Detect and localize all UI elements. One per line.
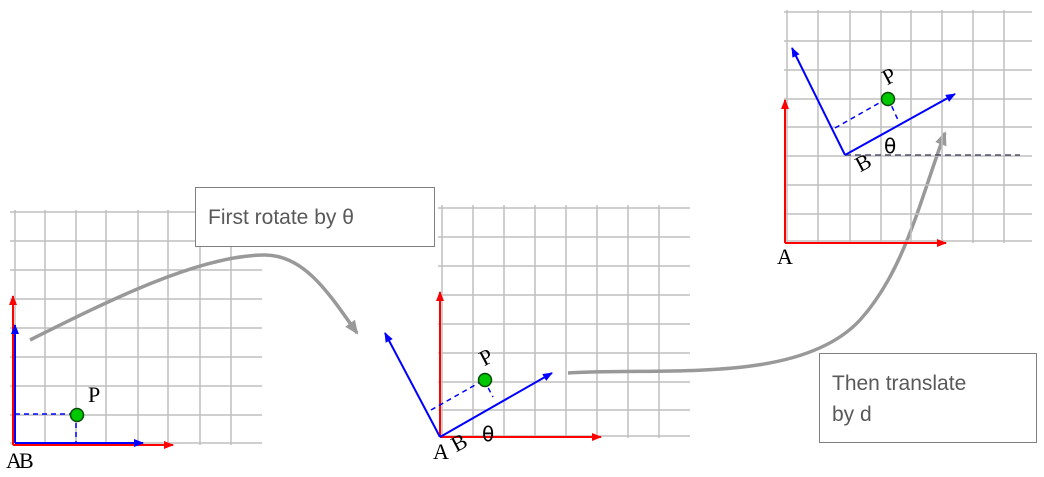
point-p-rotated (477, 372, 493, 388)
panel-translated: P A B θ (777, 10, 1032, 269)
arrow-translate (567, 131, 947, 375)
label-theta-translated: θ (884, 134, 896, 158)
label-p-initial: P (88, 382, 100, 407)
frame-b-axes-translated (791, 47, 956, 156)
callout-translate-line1: Then translate (832, 372, 967, 395)
label-b-translated: B (851, 148, 876, 177)
point-p-initial (69, 407, 85, 423)
label-b-initial: B (19, 448, 34, 473)
frame-a-axes-translated (781, 99, 947, 247)
panel-initial: P A B (6, 210, 262, 473)
callout-translate: Then translate by d (819, 353, 1037, 443)
label-a-translated: A (777, 244, 793, 269)
frame-b-axes-rotated (384, 332, 553, 438)
callout-rotate: First rotate by θ (195, 187, 435, 247)
arrow-rotate (29, 253, 359, 342)
label-a-initial: A (6, 448, 22, 473)
grid-translated (784, 10, 1032, 243)
point-p-translated (880, 91, 896, 107)
callout-translate-line2: by d (832, 403, 872, 426)
frame-a-axes-initial (9, 295, 174, 449)
frame-b-axes-initial (11, 324, 144, 447)
panel-rotated: P A B θ (384, 205, 690, 464)
label-a-rotated: A (433, 439, 449, 464)
grid-rotated (438, 205, 690, 438)
callout-rotate-text: First rotate by θ (208, 206, 354, 229)
label-p-rotated: P (475, 343, 498, 371)
label-b-rotated: B (447, 428, 472, 457)
label-theta-rotated: θ (482, 422, 494, 446)
frame-a-axes-rotated (436, 291, 602, 441)
